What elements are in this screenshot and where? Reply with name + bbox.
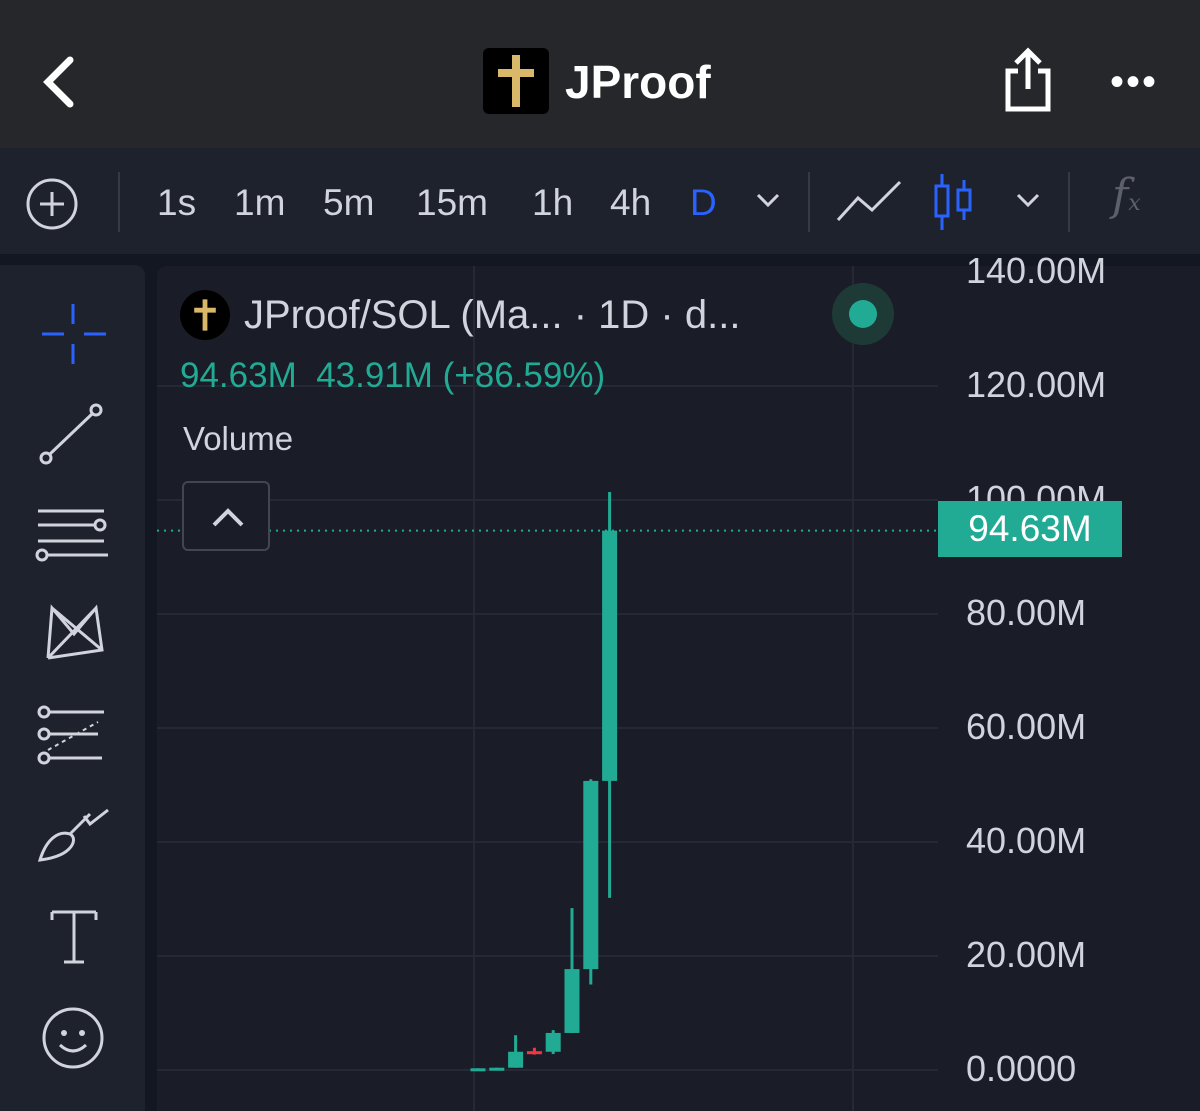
divider (118, 172, 120, 232)
timeframe-4h[interactable]: 4h (610, 182, 652, 223)
y-tick-label: 140.00M (966, 250, 1107, 291)
timeframe-1m[interactable]: 1m (234, 182, 286, 223)
add-indicator-icon[interactable] (24, 176, 80, 232)
page-title: JProof (565, 56, 711, 108)
text-tool-icon[interactable] (48, 908, 100, 966)
pattern-icon[interactable] (36, 600, 110, 666)
candle-body (564, 969, 580, 1033)
emoji-icon[interactable] (40, 1005, 106, 1071)
y-tick-label: 20.00M (966, 934, 1087, 975)
timeframe-5m[interactable]: 5m (323, 182, 375, 223)
candle-body (526, 1051, 542, 1055)
change-value: 43.91M (+86.59%) (316, 356, 606, 395)
chevron-down-icon[interactable] (1015, 190, 1041, 210)
horizontal-lines-icon[interactable] (34, 505, 110, 565)
back-icon[interactable] (36, 52, 86, 112)
collapse-legend-button[interactable] (182, 481, 270, 551)
candle-body (470, 1068, 486, 1072)
chart-legend: JProof/SOL (Ma... · 1D · d... (180, 290, 740, 340)
candle-body (545, 1032, 561, 1052)
y-tick-label: 80.00M (966, 592, 1087, 633)
current-price-label: 94.63M (938, 501, 1122, 557)
timeframe-1h[interactable]: 1h (532, 182, 574, 223)
chevron-up-icon (212, 508, 244, 527)
divider (1068, 172, 1070, 232)
candlestick-chart-icon[interactable] (932, 172, 976, 232)
token-logo (483, 48, 549, 114)
trend-line-icon[interactable] (38, 400, 108, 466)
chart-pane[interactable] (157, 266, 1200, 1111)
last-price: 94.63M (180, 356, 297, 395)
timeframe-1s[interactable]: 1s (157, 182, 197, 223)
brush-icon[interactable] (36, 808, 112, 866)
app-header (0, 0, 1200, 148)
crosshair-icon[interactable] (40, 300, 110, 370)
timeframe-D[interactable]: D (690, 182, 717, 223)
line-chart-icon[interactable] (836, 178, 902, 224)
y-tick-label: 0.0000 (966, 1048, 1077, 1089)
divider (808, 172, 810, 232)
volume-indicator-label[interactable]: Volume (183, 420, 294, 457)
share-icon[interactable] (1000, 45, 1056, 115)
fib-retracement-icon[interactable] (36, 704, 106, 766)
drawing-sidebar (0, 265, 145, 1111)
y-tick-label: 120.00M (966, 364, 1107, 405)
chart-toolbar (0, 148, 1200, 254)
timeframe-15m[interactable]: 15m (416, 182, 488, 223)
chevron-down-icon[interactable] (755, 190, 781, 210)
price-change: 94.63M 43.91M (+86.59%) (180, 356, 605, 396)
market-status-indicator[interactable] (832, 283, 894, 345)
candle-body (602, 530, 618, 781)
indicators-fx-icon[interactable]: fx (1112, 170, 1141, 221)
candle-body (583, 780, 599, 970)
y-tick-label: 40.00M (966, 820, 1087, 861)
candle-body (489, 1067, 505, 1071)
symbol-label[interactable]: JProof/SOL (Ma... · 1D · d... (244, 292, 741, 337)
y-tick-label: 60.00M (966, 706, 1087, 747)
token-logo-small (180, 290, 230, 340)
candle-body (508, 1051, 524, 1068)
